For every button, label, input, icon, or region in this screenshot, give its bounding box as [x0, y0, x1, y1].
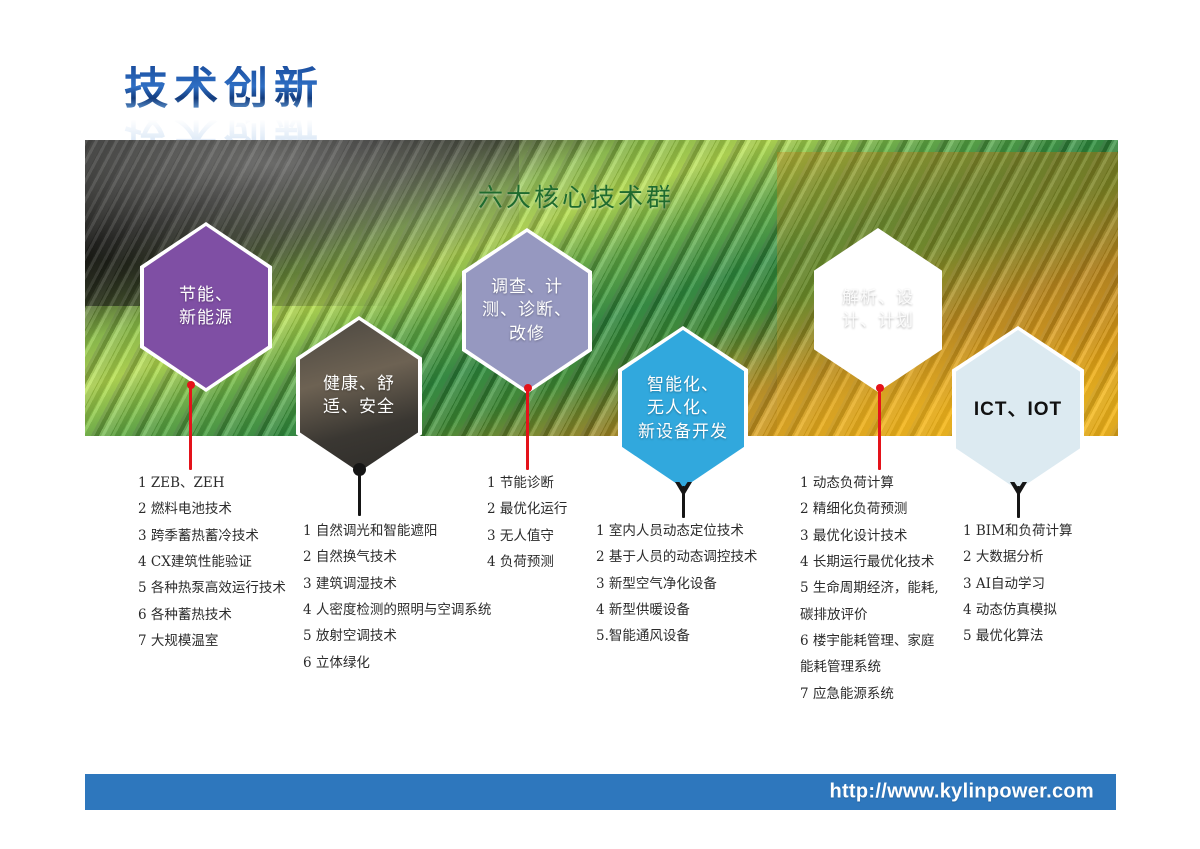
hexagon-smart-line2: 无人化、 — [647, 398, 719, 419]
list-item: 5 最优化算法 — [963, 628, 1044, 645]
list-item: 7 应急能源系统 — [800, 685, 894, 702]
hexagon-smart-line1: 智能化、 — [647, 374, 719, 395]
list-item: 2 大数据分析 — [963, 549, 1044, 566]
list-item: 6 立体绿化 — [303, 654, 370, 671]
hexagon-survey-line1: 调查、计 — [491, 276, 563, 297]
pin-ict-stem — [1017, 486, 1020, 518]
list-item: 1 动态负荷计算 — [800, 475, 894, 491]
page-title-block: 技术创新 技术创新 — [124, 63, 324, 157]
list-item: 2 自然换气技术 — [303, 549, 397, 566]
pin-analysis-stem — [878, 388, 881, 470]
hexagon-survey-line3: 改修 — [509, 323, 545, 344]
list-item: 碳排放评价 — [800, 606, 868, 623]
hexagon-smart-label: 智能化、 无人化、 新设备开发 — [630, 374, 736, 444]
hexagon-energy-line2: 新能源 — [179, 308, 233, 328]
list-energy: 1 ZEB、ZEH 2 燃料电池技术 3 跨季蓄热蓄冷技术 4 CX建筑性能验证 5 各… — [138, 470, 286, 654]
pin-energy-stem — [189, 385, 192, 470]
hexagon-survey-line2: 测、诊断、 — [482, 300, 572, 321]
list-item: 4 动态仿真模拟 — [963, 601, 1057, 618]
list-item: 3 建筑调湿技术 — [303, 575, 397, 592]
list-item: 2 精细化负荷预测 — [800, 501, 908, 518]
list-analysis: 1 动态负荷计算 2 精细化负荷预测 3 最优化设计技术 4 长期运行最优化技术 5 生… — [800, 470, 939, 707]
hexagon-analysis-line2: 计、计划 — [842, 311, 914, 331]
list-health: 1 自然调光和智能遮阳 2 自然换气技术 3 建筑调湿技术 4 人密度检测的照明与空调… — [303, 518, 491, 676]
list-survey: 1 节能诊断 2 最优化运行 3 无人值守 4 负荷预测 — [487, 470, 567, 575]
list-item: 4 长期运行最优化技术 — [800, 553, 935, 570]
list-item: 1 BIM和负荷计算 — [963, 523, 1073, 539]
list-item: 1 ZEB、ZEH — [138, 475, 225, 491]
hexagon-analysis-line1: 解析、设 — [842, 287, 914, 308]
list-item: 3 跨季蓄热蓄冷技术 — [138, 527, 259, 544]
list-item: 3 最优化设计技术 — [800, 527, 908, 544]
hexagon-analysis-label: 解析、设 计、计划 — [834, 287, 922, 334]
list-item: 3 无人值守 — [487, 527, 554, 544]
hexagon-survey-label: 调查、计 测、诊断、 改修 — [474, 276, 580, 346]
hexagon-smart-line3: 新设备开发 — [638, 421, 728, 442]
list-item: 2 最优化运行 — [487, 501, 568, 518]
core-technology-heading: 六大核心技术群 — [478, 183, 675, 212]
footer-bar: http://www.kylinpower.com — [85, 774, 1116, 810]
pin-smart-stem — [682, 486, 685, 518]
list-item: 4 CX建筑性能验证 — [138, 553, 252, 570]
list-item: 5 生命周期经济，能耗, — [800, 580, 939, 597]
footer-url[interactable]: http://www.kylinpower.com — [829, 780, 1094, 803]
hexagon-ict-label: ICT、IOT — [973, 398, 1063, 420]
list-item: 5 各种热泵高效运行技术 — [138, 580, 286, 597]
list-item: 1 室内人员动态定位技术 — [596, 523, 744, 539]
list-item: 6 楼宇能耗管理、家庭 — [800, 632, 935, 649]
list-item: 7 大规模温室 — [138, 632, 219, 649]
page-title: 技术创新 — [124, 63, 324, 114]
pin-survey-stem — [526, 388, 529, 470]
list-item: 1 节能诊断 — [487, 475, 554, 491]
list-item: 3 AI自动学习 — [963, 575, 1045, 592]
list-item: 6 各种蓄热技术 — [138, 606, 232, 623]
list-item: 1 自然调光和智能遮阳 — [303, 523, 438, 539]
hexagon-health-label: 健康、舒 适、安全 — [315, 373, 403, 420]
list-item: 2 燃料电池技术 — [138, 501, 232, 518]
list-item: 5 放射空调技术 — [303, 628, 397, 645]
list-item: 能耗管理系统 — [800, 659, 881, 676]
list-item: 2 基于人员的动态调控技术 — [596, 549, 758, 566]
hexagon-health-line2: 适、安全 — [323, 397, 395, 417]
pin-health-stem — [358, 470, 361, 516]
list-item: 4 新型供暖设备 — [596, 601, 690, 618]
hexagon-energy-line1: 节能、 — [179, 284, 233, 305]
hexagon-energy-label: 节能、 新能源 — [171, 284, 241, 331]
pin-health-head — [353, 463, 366, 476]
hexagon-health-line1: 健康、舒 — [323, 373, 395, 394]
list-item: 4 人密度检测的照明与空调系统 — [303, 601, 492, 618]
list-item: 4 负荷预测 — [487, 553, 554, 570]
list-item: 5.智能通风设备 — [596, 628, 690, 645]
list-ict: 1 BIM和负荷计算 2 大数据分析 3 AI自动学习 4 动态仿真模拟 5 最优化算法 — [963, 518, 1072, 650]
list-item: 3 新型空气净化设备 — [596, 575, 717, 592]
list-smart: 1 室内人员动态定位技术 2 基于人员的动态调控技术 3 新型空气净化设备 4 新型供… — [596, 518, 757, 650]
